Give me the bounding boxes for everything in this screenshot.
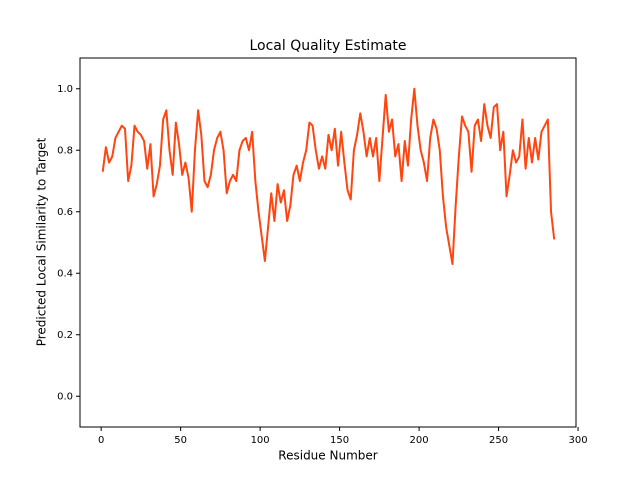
y-tick-label: 0.0: [57, 391, 73, 402]
y-tick-label: 0.2: [57, 330, 73, 341]
y-tick-label: 0.6: [57, 207, 73, 218]
x-tick-label: 100: [251, 435, 270, 446]
data-line: [101, 87, 556, 266]
x-tick-label: 150: [330, 435, 349, 446]
y-axis-label: Predicted Local Similarity to Target: [35, 137, 49, 346]
x-tick-label: 0: [98, 435, 104, 446]
x-tick-label: 50: [174, 435, 187, 446]
chart-title: Local Quality Estimate: [249, 38, 406, 54]
x-tick-label: 300: [569, 435, 588, 446]
y-tick-label: 0.8: [57, 145, 73, 156]
y-tick-label: 0.4: [57, 268, 73, 279]
x-tick-label: 250: [489, 435, 508, 446]
plot-frame: [79, 57, 577, 428]
x-axis-label: Residue Number: [278, 449, 377, 463]
x-tick-label: 200: [410, 435, 429, 446]
y-tick-label: 1.0: [57, 84, 73, 95]
